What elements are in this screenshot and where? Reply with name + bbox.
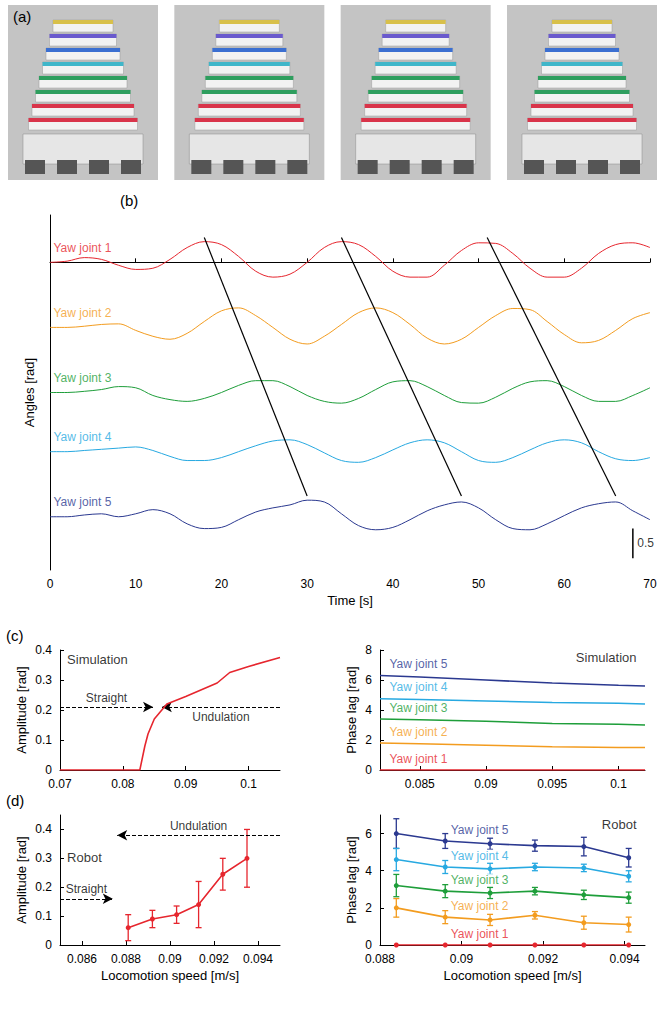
svg-text:Amplitude [rad]: Amplitude [rad] bbox=[14, 836, 29, 923]
svg-text:2: 2 bbox=[365, 901, 372, 915]
svg-text:0: 0 bbox=[45, 938, 52, 952]
svg-text:(a): (a) bbox=[13, 8, 31, 25]
svg-text:6: 6 bbox=[365, 673, 372, 687]
svg-text:Simulation: Simulation bbox=[576, 650, 637, 665]
svg-text:0.09: 0.09 bbox=[474, 777, 498, 791]
svg-text:Phase lag [rad]: Phase lag [rad] bbox=[344, 666, 359, 753]
svg-text:(c): (c) bbox=[6, 627, 24, 644]
svg-text:20: 20 bbox=[215, 577, 229, 591]
svg-text:Yaw joint 1: Yaw joint 1 bbox=[451, 927, 509, 941]
svg-text:0.085: 0.085 bbox=[405, 777, 435, 791]
svg-text:0.1: 0.1 bbox=[610, 777, 627, 791]
svg-text:0.088: 0.088 bbox=[111, 952, 141, 966]
svg-text:40: 40 bbox=[386, 577, 400, 591]
svg-text:0: 0 bbox=[45, 763, 52, 777]
svg-text:Simulation: Simulation bbox=[67, 652, 128, 667]
svg-text:0.095: 0.095 bbox=[537, 777, 567, 791]
svg-text:30: 30 bbox=[300, 577, 314, 591]
svg-text:0.09: 0.09 bbox=[158, 952, 182, 966]
svg-text:Yaw joint 5: Yaw joint 5 bbox=[390, 657, 448, 671]
svg-text:0.092: 0.092 bbox=[199, 952, 229, 966]
svg-text:4: 4 bbox=[365, 703, 372, 717]
svg-text:6: 6 bbox=[365, 827, 372, 841]
svg-text:Angles [rad]: Angles [rad] bbox=[22, 358, 37, 427]
svg-text:0.094: 0.094 bbox=[243, 952, 273, 966]
svg-text:50: 50 bbox=[472, 577, 486, 591]
svg-text:0.2: 0.2 bbox=[35, 703, 52, 717]
svg-text:0.4: 0.4 bbox=[35, 822, 52, 836]
svg-text:0: 0 bbox=[365, 938, 372, 952]
svg-text:Yaw joint 1: Yaw joint 1 bbox=[54, 241, 112, 255]
svg-text:0.3: 0.3 bbox=[35, 673, 52, 687]
svg-text:0.3: 0.3 bbox=[35, 851, 52, 865]
svg-text:Undulation: Undulation bbox=[170, 819, 227, 833]
svg-text:Yaw joint 5: Yaw joint 5 bbox=[451, 823, 509, 837]
svg-text:60: 60 bbox=[558, 577, 572, 591]
svg-text:Yaw joint 4: Yaw joint 4 bbox=[54, 430, 112, 444]
svg-text:Straight: Straight bbox=[86, 691, 128, 705]
svg-text:Straight: Straight bbox=[66, 882, 108, 896]
svg-text:0.2: 0.2 bbox=[35, 880, 52, 894]
svg-text:0.5: 0.5 bbox=[637, 536, 654, 550]
svg-text:Robot: Robot bbox=[602, 817, 637, 832]
svg-text:0.08: 0.08 bbox=[111, 777, 135, 791]
svg-text:2: 2 bbox=[365, 733, 372, 747]
svg-text:70: 70 bbox=[643, 577, 657, 591]
svg-text:Yaw joint 4: Yaw joint 4 bbox=[390, 680, 448, 694]
svg-text:10: 10 bbox=[129, 577, 143, 591]
svg-text:Yaw joint 2: Yaw joint 2 bbox=[54, 306, 112, 320]
svg-text:0.086: 0.086 bbox=[67, 952, 97, 966]
svg-text:Phase lag [rad]: Phase lag [rad] bbox=[344, 836, 359, 923]
svg-text:Yaw joint 3: Yaw joint 3 bbox=[54, 371, 112, 385]
svg-text:0.07: 0.07 bbox=[48, 777, 72, 791]
svg-text:0.4: 0.4 bbox=[35, 643, 52, 657]
svg-text:Yaw joint 3: Yaw joint 3 bbox=[390, 701, 448, 715]
svg-text:0.1: 0.1 bbox=[240, 777, 257, 791]
svg-text:0: 0 bbox=[365, 763, 372, 777]
svg-text:Yaw joint 4: Yaw joint 4 bbox=[451, 849, 509, 863]
svg-text:Amplitude [rad]: Amplitude [rad] bbox=[14, 666, 29, 753]
svg-text:0.092: 0.092 bbox=[528, 952, 558, 966]
svg-text:Yaw joint 2: Yaw joint 2 bbox=[451, 899, 509, 913]
svg-text:8: 8 bbox=[365, 643, 372, 657]
svg-text:Robot: Robot bbox=[67, 850, 102, 865]
svg-text:Yaw joint 2: Yaw joint 2 bbox=[390, 725, 448, 739]
svg-text:Locomotion speed [m/s]: Locomotion speed [m/s] bbox=[443, 968, 581, 983]
svg-text:Yaw joint 1: Yaw joint 1 bbox=[390, 752, 448, 766]
svg-text:0.09: 0.09 bbox=[450, 952, 474, 966]
svg-text:4: 4 bbox=[365, 864, 372, 878]
svg-text:Yaw joint 3: Yaw joint 3 bbox=[451, 873, 509, 887]
svg-text:Undulation: Undulation bbox=[192, 710, 249, 724]
svg-text:0.09: 0.09 bbox=[174, 777, 198, 791]
svg-text:Yaw joint 5: Yaw joint 5 bbox=[54, 495, 112, 509]
svg-text:Time [s]: Time [s] bbox=[327, 593, 373, 608]
svg-text:0.088: 0.088 bbox=[365, 952, 395, 966]
svg-text:Locomotion speed [m/s]: Locomotion speed [m/s] bbox=[101, 968, 239, 983]
svg-text:0.094: 0.094 bbox=[610, 952, 640, 966]
svg-text:0.1: 0.1 bbox=[35, 733, 52, 747]
svg-text:(b): (b) bbox=[120, 192, 138, 209]
svg-text:0.1: 0.1 bbox=[35, 909, 52, 923]
svg-text:0: 0 bbox=[47, 577, 54, 591]
svg-text:(d): (d) bbox=[6, 792, 24, 809]
